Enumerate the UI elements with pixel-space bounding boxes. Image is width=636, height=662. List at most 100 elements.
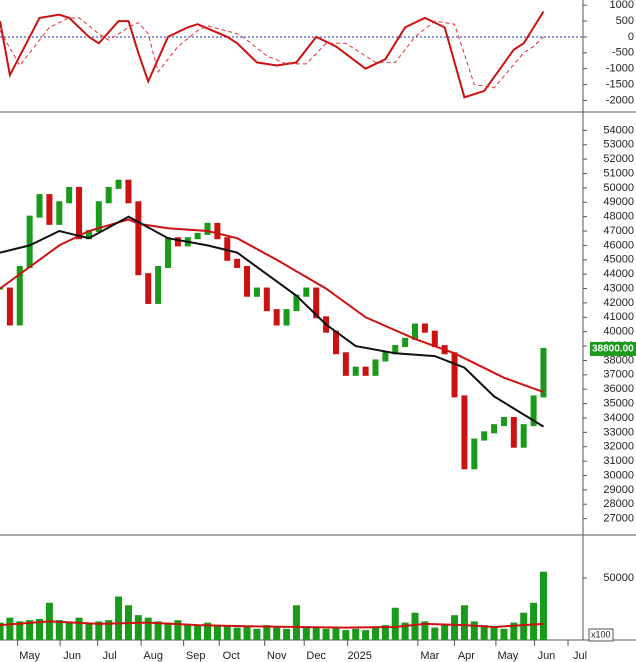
volume-bar (154, 621, 162, 640)
volume-bar (292, 605, 300, 640)
price-bar (362, 366, 369, 376)
price-bar (283, 309, 290, 326)
volume-bar (371, 627, 379, 640)
y-tick-label: 29000 (603, 484, 634, 496)
y-tick-label: 38000 (603, 354, 634, 366)
price-bar (402, 337, 409, 348)
price-bar (16, 265, 23, 326)
volume-bar (16, 621, 24, 640)
volume-bar (263, 625, 271, 640)
price-bar (510, 416, 517, 448)
price-bar (421, 323, 428, 333)
y-tick-label: 36000 (603, 383, 634, 395)
x-tick-label: May (19, 650, 40, 662)
price-bar (46, 194, 53, 225)
volume-bar (451, 615, 459, 640)
price-bar (303, 287, 310, 297)
x-tick-label: 2025 (347, 650, 371, 662)
price-bar (145, 273, 152, 304)
price-bar (224, 237, 231, 261)
y-tick-label: 53000 (603, 139, 634, 151)
volume-bar (510, 622, 518, 640)
y-tick-label: 40000 (603, 326, 634, 338)
price-bar (214, 222, 221, 240)
volume-bar (332, 627, 340, 640)
x-tick-label: Apr (458, 650, 475, 662)
price-bar (540, 347, 547, 398)
price-bar (26, 215, 33, 268)
y-tick-label: 50000 (603, 182, 634, 194)
x-tick-label: May (498, 650, 519, 662)
price-bar (36, 194, 43, 218)
price-bar (273, 309, 280, 326)
price-bar (293, 294, 300, 312)
volume-bar (411, 612, 419, 640)
y-tick-label: 50000 (603, 572, 634, 584)
price-bar (234, 258, 241, 268)
series-line (0, 218, 544, 394)
volume-bar (391, 607, 399, 640)
price-bar (105, 186, 112, 204)
y-tick-label: 35000 (603, 397, 634, 409)
volume-bar (204, 622, 212, 640)
y-tick-label: 31000 (603, 455, 634, 467)
last-price-label: 38800.00 (592, 344, 634, 355)
x-tick-label: Jul (573, 650, 587, 662)
volume-bar (105, 620, 113, 640)
volume-bar (322, 628, 330, 640)
volume-bar (283, 628, 291, 640)
x-tick-label: Nov (267, 650, 287, 662)
volume-bar (312, 627, 320, 640)
volume-bar (401, 622, 409, 640)
volume-bar (233, 627, 241, 640)
price-bar (372, 359, 379, 376)
volume-bar (480, 625, 488, 640)
y-tick-label: 42000 (603, 297, 634, 309)
volume-bar (174, 620, 182, 640)
y-tick-label: -1500 (606, 78, 634, 90)
price-bar (451, 352, 458, 398)
volume-bar (115, 596, 123, 640)
volume-bar (352, 628, 360, 640)
volume-bar (184, 623, 192, 640)
volume-bar (431, 627, 439, 640)
last-price-box (590, 341, 636, 356)
volume-bar (441, 625, 449, 640)
volume-bar (144, 617, 152, 640)
volume-bar (55, 620, 63, 640)
y-tick-label: 49000 (603, 196, 634, 208)
y-tick-label: 51000 (603, 167, 634, 179)
volume-bar (520, 612, 528, 640)
volume-bar (253, 628, 261, 640)
volume-bar (95, 621, 103, 640)
price-bar (6, 287, 13, 326)
volume-bar (381, 625, 389, 640)
price-bar (332, 330, 339, 355)
volume-bar (134, 615, 142, 640)
volume-bar (194, 625, 202, 640)
y-tick-label: 37000 (603, 369, 634, 381)
y-tick-label: 41000 (603, 311, 634, 323)
price-bar (76, 186, 83, 240)
volume-bar (500, 628, 508, 640)
price-bar (204, 222, 211, 235)
price-bar (461, 395, 468, 470)
price-bar (342, 352, 349, 376)
volume-bar (302, 626, 310, 640)
y-tick-label: 54000 (603, 124, 634, 136)
volume-bar (273, 627, 281, 640)
price-bar (352, 366, 359, 376)
y-tick-label: 46000 (603, 239, 634, 251)
price-bar (520, 424, 527, 448)
series-line (0, 620, 544, 629)
y-tick-label: -2000 (606, 94, 634, 106)
volume-bar (26, 620, 34, 640)
price-bar (313, 287, 320, 319)
price-bar (174, 237, 181, 247)
price-bar (263, 287, 270, 312)
price-bar (412, 323, 419, 340)
volume-bar (223, 625, 231, 640)
y-tick-label: 30000 (603, 469, 634, 481)
